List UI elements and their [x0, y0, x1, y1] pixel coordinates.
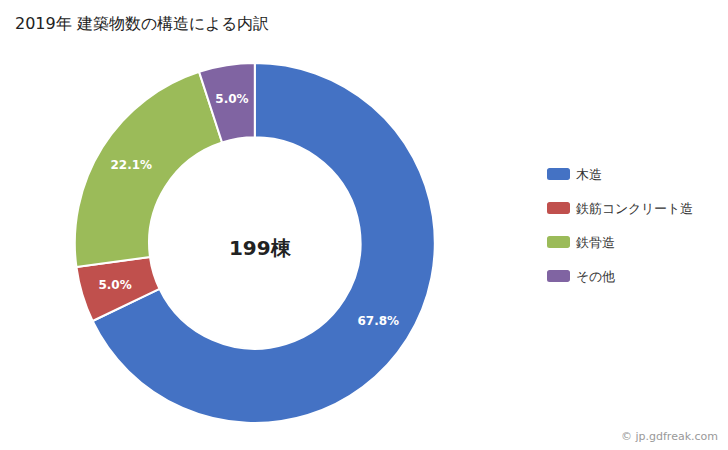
svg-text:67.8%: 67.8%: [357, 314, 399, 328]
svg-text:5.0%: 5.0%: [215, 92, 248, 106]
svg-text:© jp.gdfreak.com: © jp.gdfreak.com: [621, 430, 718, 443]
svg-text:木造: 木造: [576, 167, 602, 182]
svg-text:2019年 建築物数の構造による内訳: 2019年 建築物数の構造による内訳: [15, 14, 269, 33]
svg-text:鉄骨造: 鉄骨造: [576, 235, 615, 250]
svg-text:鉄筋コンクリート造: 鉄筋コンクリート造: [576, 201, 693, 216]
svg-text:22.1%: 22.1%: [110, 158, 152, 172]
svg-text:その他: その他: [576, 269, 615, 284]
svg-text:5.0%: 5.0%: [98, 278, 131, 292]
svg-text:199棟: 199棟: [229, 236, 292, 260]
